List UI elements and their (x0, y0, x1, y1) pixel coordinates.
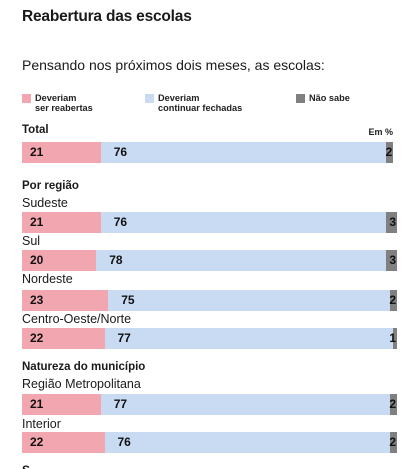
group-heading-natureza-do-municipio: Natureza do município (22, 361, 146, 373)
row-label-sul: Sul (22, 234, 41, 248)
value-label-reabertas: 23 (30, 293, 44, 307)
bar-segment-reabertas: 23 (22, 290, 109, 311)
bar-segment-fechadas: 76 (100, 212, 386, 233)
bar-sul: 20 78 3 (22, 250, 397, 271)
value-label-fechadas: 75 (121, 293, 135, 307)
bar-segment-fechadas: 77 (100, 394, 390, 415)
value-label-nao-sabe: 1 (389, 331, 396, 345)
bar-segment-reabertas: 20 (22, 250, 97, 271)
bar-segment-reabertas: 21 (22, 142, 101, 163)
row-label-regiao-metropolitana: Região Metropolitana (22, 377, 141, 391)
bar-segment-nao-sabe: 3 (385, 212, 397, 233)
bar-segment-fechadas: 76 (104, 432, 390, 453)
bar-segment-nao-sabe: 2 (386, 142, 394, 163)
legend-label-fechadas: Deveriam continuar fechadas (158, 93, 243, 113)
bar-segment-reabertas: 21 (22, 394, 101, 415)
bar-regiao-metropolitana: 21 77 2 (22, 394, 397, 415)
legend-item-reabertas: Deveriam ser reabertas (22, 93, 93, 113)
bar-sudeste: 21 76 3 (22, 212, 397, 233)
bar-segment-reabertas: 21 (22, 212, 101, 233)
bar-segment-reabertas: 22 (22, 432, 105, 453)
value-label-reabertas: 21 (30, 215, 44, 229)
legend-swatch-fechadas (145, 94, 154, 103)
value-label-nao-sabe: 2 (389, 435, 396, 449)
group-heading-por-regiao: Por região (22, 180, 79, 192)
bar-segment-nao-sabe: 3 (385, 250, 397, 271)
legend-label-nao-sabe: Não sabe (309, 93, 350, 103)
legend-label-reabertas: Deveriam ser reabertas (35, 93, 93, 113)
value-label-reabertas: 22 (30, 435, 44, 449)
bar-segment-fechadas: 76 (100, 142, 386, 163)
value-label-reabertas: 21 (30, 145, 44, 159)
row-label-nordeste: Nordeste (22, 272, 73, 286)
value-label-nao-sabe: 2 (385, 145, 393, 159)
clipped-next-heading: S (22, 463, 30, 469)
bar-centro-oeste-norte: 22 77 1 (22, 328, 397, 349)
group-heading-total: Total (22, 124, 49, 136)
value-label-nao-sabe: 3 (389, 215, 396, 229)
chart-subtitle: Pensando nos próximos dois meses, as esc… (22, 57, 325, 73)
bar-segment-nao-sabe: 2 (389, 432, 397, 453)
legend-item-fechadas: Deveriam continuar fechadas (145, 93, 242, 113)
row-label-interior: Interior (22, 417, 61, 431)
value-label-fechadas: 77 (113, 397, 128, 411)
legend: Deveriam ser reabertas Deveriam continua… (22, 93, 393, 115)
row-label-sudeste: Sudeste (22, 196, 68, 210)
legend-swatch-nao-sabe (296, 94, 305, 103)
bar-segment-nao-sabe: 2 (389, 394, 397, 415)
value-label-nao-sabe: 2 (389, 293, 396, 307)
bar-total: 21 76 2 (22, 142, 397, 163)
legend-swatch-reabertas (22, 94, 31, 103)
legend-item-nao-sabe: Não sabe (296, 93, 350, 103)
value-label-fechadas: 76 (113, 215, 128, 229)
value-label-fechadas: 77 (117, 331, 131, 345)
row-label-centro-oeste-norte: Centro-Oeste/Norte (22, 312, 132, 326)
value-label-fechadas: 76 (113, 145, 128, 159)
bar-segment-nao-sabe: 2 (389, 290, 397, 311)
bar-segment-fechadas: 75 (108, 290, 390, 311)
bar-interior: 22 76 2 (22, 432, 397, 453)
value-label-fechadas: 78 (109, 253, 123, 267)
value-label-reabertas: 20 (30, 253, 44, 267)
value-label-reabertas: 21 (30, 397, 44, 411)
chart-title: Reabertura das escolas (22, 8, 192, 25)
value-label-fechadas: 76 (117, 435, 131, 449)
bar-segment-fechadas: 77 (104, 328, 394, 349)
value-label-nao-sabe: 3 (389, 253, 396, 267)
bar-segment-fechadas: 78 (96, 250, 386, 271)
value-label-reabertas: 22 (30, 331, 44, 345)
unit-label: Em % (368, 127, 393, 137)
value-label-nao-sabe: 2 (389, 397, 396, 411)
bar-segment-nao-sabe: 1 (389, 328, 397, 349)
bar-segment-reabertas: 22 (22, 328, 105, 349)
bar-nordeste: 23 75 2 (22, 290, 397, 311)
